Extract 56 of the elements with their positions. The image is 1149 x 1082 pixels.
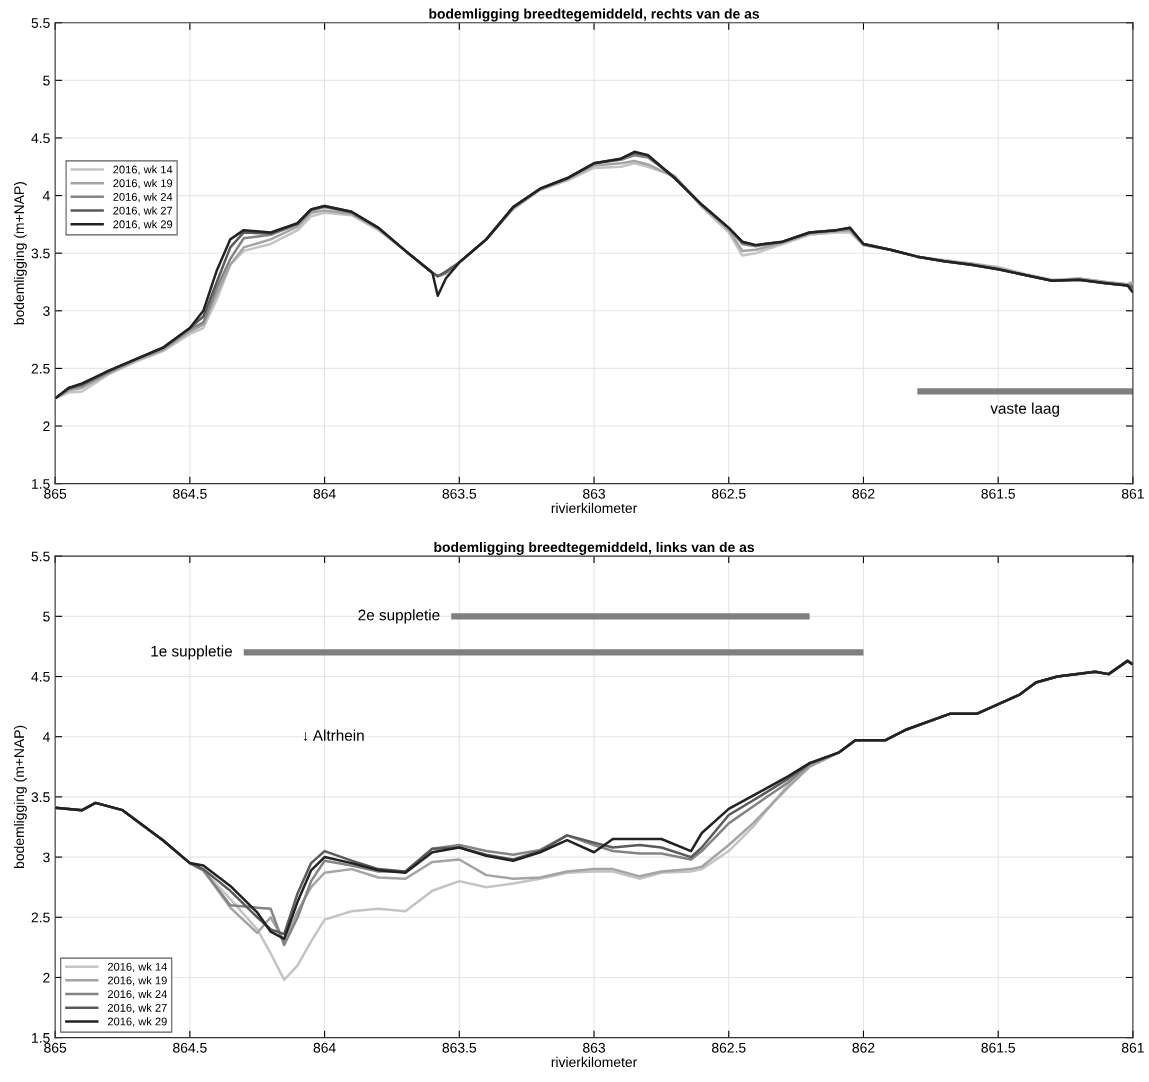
- x-tick-label: 861.5: [981, 1042, 1015, 1053]
- y-tick-label: 4.5: [31, 672, 50, 682]
- x-tick-label: 862.5: [711, 488, 746, 499]
- x-tick-label: 861.5: [981, 488, 1015, 499]
- y-tick-label: 5.5: [31, 18, 50, 28]
- y-tick-label: 5: [43, 75, 50, 86]
- x-tick-label: 862: [852, 488, 875, 499]
- x-tick-label: 863.5: [442, 1042, 477, 1053]
- series-label: 1e suppletie: [151, 645, 232, 660]
- x-axis-title: rivierkilometer: [551, 502, 638, 514]
- y-axis-title: bodemligging (m+NAP): [13, 725, 27, 868]
- series-label: 2e suppletie: [358, 609, 440, 624]
- x-tick-label: 864: [313, 488, 336, 499]
- y-tick-label: 2: [43, 421, 50, 432]
- y-tick-label: 1.5: [32, 1033, 50, 1043]
- y-tick-label: 4.5: [31, 133, 50, 144]
- legend-label: 2016, wk 19: [113, 179, 173, 189]
- y-axis-title: bodemligging (m+NAP): [13, 182, 27, 325]
- y-tick-label: 4: [42, 191, 50, 201]
- y-tick-label: 2.5: [31, 363, 50, 374]
- x-tick-label: 861: [1121, 1042, 1144, 1053]
- x-tick-label: 865: [44, 1042, 67, 1053]
- x-tick-label: 864: [313, 1042, 336, 1053]
- legend-label: 2016, wk 27: [107, 1003, 167, 1014]
- legend-label: 2016, wk 29: [107, 1017, 167, 1027]
- legend-label: 2016, wk 29: [113, 220, 173, 230]
- legend-label: 2016, wk 14: [113, 165, 173, 175]
- y-tick-label: 3: [43, 306, 50, 316]
- chart-title: bodemligging breedtegemiddeld, rechts van de as: [429, 8, 760, 22]
- x-tick-label: 862.5: [711, 1042, 746, 1053]
- legend-label: 2016, wk 14: [107, 962, 167, 972]
- y-tick-label: 4: [42, 732, 50, 742]
- y-tick-label: 5: [43, 611, 50, 622]
- y-tick-label: 3.5: [31, 792, 50, 803]
- legend-label: 2016, wk 19: [107, 976, 167, 986]
- x-tick-label: 864.5: [173, 1042, 207, 1053]
- series-label: vaste laag: [990, 402, 1059, 417]
- x-tick-label: 861: [1121, 488, 1144, 499]
- y-tick-label: 3.5: [31, 248, 50, 259]
- y-tick-label: 1.5: [32, 479, 50, 489]
- x-tick-label: 862: [852, 1042, 875, 1053]
- x-tick-label: 864.5: [173, 488, 207, 499]
- legend-label: 2016, wk 24: [107, 989, 167, 1000]
- legend-label: 2016, wk 24: [113, 192, 173, 203]
- y-tick-label: 2: [43, 972, 50, 983]
- y-tick-label: 3: [43, 852, 50, 863]
- y-tick-label: 2.5: [31, 912, 50, 923]
- y-tick-label: 5.5: [31, 551, 50, 562]
- x-tick-label: 863: [583, 488, 606, 499]
- x-tick-label: 863: [583, 1042, 606, 1053]
- chart-title: bodemligging breedtegemiddeld, links van de as: [434, 541, 754, 555]
- x-tick-label: 865: [44, 488, 67, 499]
- x-axis-title: rivierkilometer: [551, 1056, 638, 1068]
- x-tick-label: 863.5: [442, 488, 477, 499]
- legend-label: 2016, wk 27: [113, 206, 173, 216]
- annotation: ↓ Altrhein: [303, 729, 364, 742]
